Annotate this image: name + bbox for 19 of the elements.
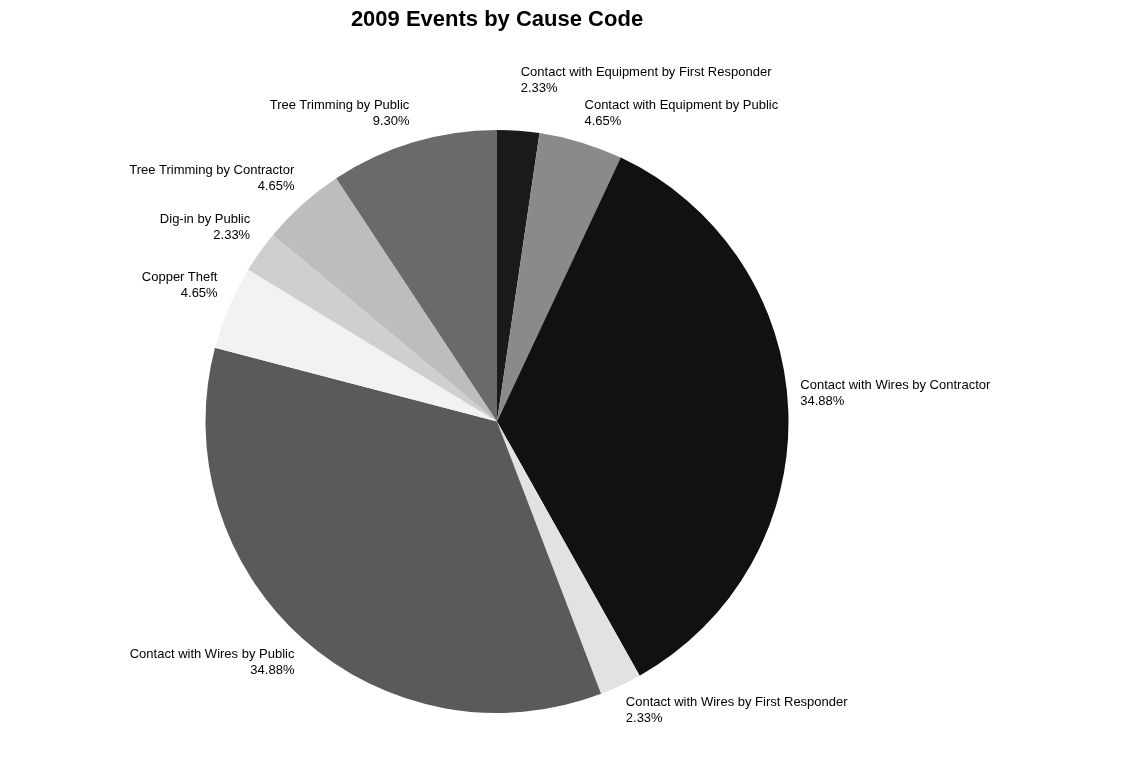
slice-label: Contact with Equipment by Public (584, 96, 779, 112)
slice-label: Tree Trimming by Contractor (129, 161, 295, 177)
slice-label: Contact with Wires by First Responder (625, 694, 849, 710)
slice-label: Copper Theft (141, 268, 218, 284)
data-label: 4.65% (584, 112, 622, 128)
slice-label: Dig-in by Public (159, 210, 251, 226)
data-label: 2.33% (625, 710, 664, 726)
chart-title: 2009 Events by Cause Code (349, 6, 645, 32)
slice-label: Contact with Equipment by First Responder (520, 63, 773, 79)
data-label: 34.88% (800, 392, 845, 408)
slice-label: Contact with Wires by Public (129, 645, 295, 661)
data-label: 9.30% (372, 112, 411, 128)
data-label: 2.33% (520, 79, 559, 95)
data-label: 2.33% (213, 226, 251, 242)
data-label: 34.88% (250, 661, 295, 677)
data-label: 4.65% (257, 177, 295, 193)
slice-label: Contact with Wires by Contractor (800, 376, 991, 392)
slice-label: Tree Trimming by Public (269, 96, 410, 112)
data-label: 4.65% (180, 284, 219, 300)
